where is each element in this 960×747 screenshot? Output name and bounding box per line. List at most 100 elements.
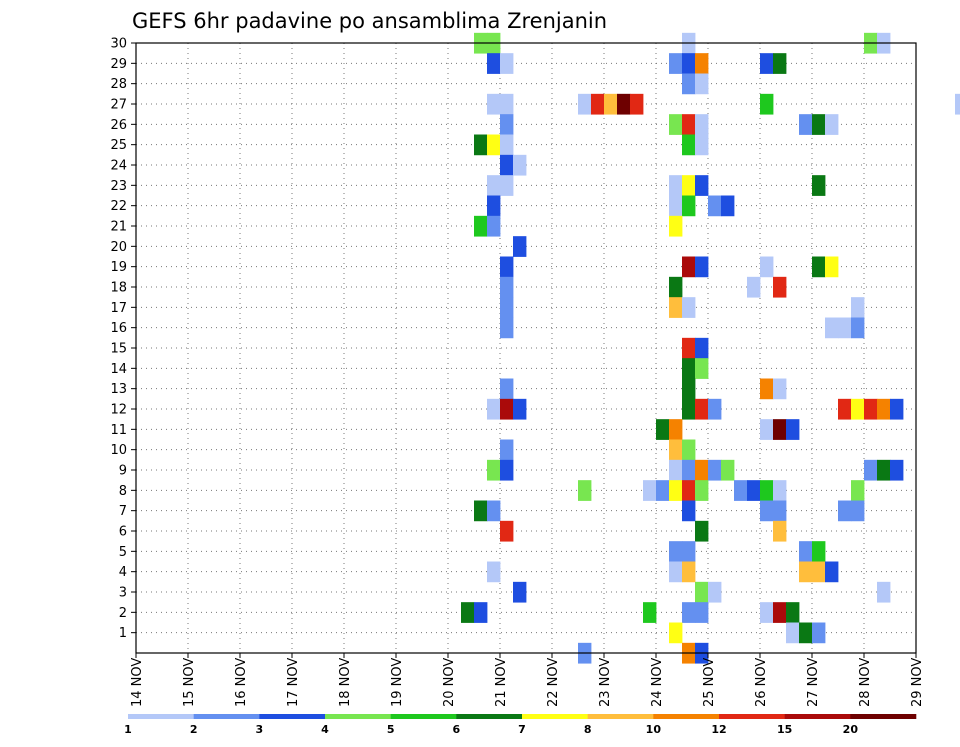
precip-cell <box>682 256 696 278</box>
precip-cell <box>877 398 891 420</box>
y-tick-label: 15 <box>110 342 127 357</box>
precip-cell <box>487 215 501 237</box>
precip-cell <box>500 378 514 400</box>
precip-cell <box>682 73 696 95</box>
precip-cell <box>682 500 696 522</box>
precip-cell <box>773 480 787 501</box>
y-tick-label: 28 <box>110 77 127 92</box>
precip-cell <box>695 53 709 74</box>
precip-cell <box>682 358 696 379</box>
precip-cell <box>695 114 709 135</box>
legend-swatch <box>653 714 720 719</box>
precip-cell <box>851 500 865 522</box>
precip-cell <box>643 480 657 501</box>
precip-cell <box>500 175 514 196</box>
y-tick-label: 23 <box>110 179 127 194</box>
precip-cell <box>682 439 696 461</box>
precip-cell <box>682 297 696 318</box>
precip-cell <box>669 439 683 461</box>
precip-cell <box>825 561 839 583</box>
precip-cell <box>669 195 683 217</box>
precip-cell <box>864 459 878 481</box>
precip-cell <box>838 317 852 339</box>
precip-cell <box>487 561 501 583</box>
legend-label: 8 <box>584 723 592 736</box>
legend-swatch <box>719 714 785 719</box>
precip-cell <box>799 114 813 135</box>
heatmap-cells <box>461 32 960 664</box>
precip-cell <box>461 602 475 623</box>
precip-cell <box>682 480 696 501</box>
legend-swatch <box>850 714 917 719</box>
legend-swatch <box>456 714 523 719</box>
precip-cell <box>487 134 501 156</box>
y-tick-label: 12 <box>110 403 127 418</box>
precip-cell <box>695 175 709 196</box>
x-tick-label: 14 NOV <box>130 658 145 707</box>
legend-label: 1 <box>124 723 132 736</box>
legend-label: 7 <box>518 723 526 736</box>
y-tick-label: 10 <box>110 443 127 458</box>
precip-cell <box>760 378 774 400</box>
x-tick-label: 24 NOV <box>650 658 665 707</box>
legend-label: 20 <box>843 723 859 736</box>
precip-cell <box>851 480 865 501</box>
legend-swatch <box>522 714 588 719</box>
y-tick-label: 27 <box>110 98 127 113</box>
precip-cell <box>682 114 696 135</box>
y-tick-label: 7 <box>119 504 127 519</box>
precip-cell <box>500 276 514 298</box>
y-tick-label: 3 <box>119 586 127 601</box>
y-tick-label: 13 <box>110 382 127 397</box>
precip-cell <box>786 602 800 623</box>
y-tick-label: 25 <box>110 138 127 153</box>
precip-cell <box>734 480 748 501</box>
precip-cell <box>838 500 852 522</box>
precip-cell <box>747 276 761 298</box>
precip-cell <box>669 53 683 74</box>
precip-cell <box>630 93 644 115</box>
precip-cell <box>747 480 761 501</box>
precip-cell <box>513 398 527 420</box>
x-tick-label: 25 NOV <box>702 658 717 707</box>
precip-cell <box>669 114 683 135</box>
x-tick-label: 18 NOV <box>338 658 353 707</box>
precip-cell <box>487 459 501 481</box>
legend-label: 5 <box>387 723 395 736</box>
precip-cell <box>838 398 852 420</box>
y-tick-label: 21 <box>110 220 127 235</box>
precip-cell <box>825 256 839 278</box>
y-tick-label: 29 <box>110 57 127 72</box>
precip-cell <box>682 175 696 196</box>
precip-cell <box>682 134 696 156</box>
legend-swatch <box>784 714 851 719</box>
precip-cell <box>669 419 683 440</box>
y-tick-label: 6 <box>119 525 127 540</box>
precip-cell <box>669 622 683 644</box>
y-tick-label: 24 <box>110 159 127 174</box>
chart-title: GEFS 6hr padavine po ansamblima Zrenjani… <box>132 9 607 33</box>
x-tick-label: 26 NOV <box>754 658 769 707</box>
precip-cell <box>669 276 683 298</box>
precip-cell <box>773 419 787 440</box>
legend-label: 3 <box>256 723 264 736</box>
precip-cell <box>617 93 631 115</box>
precip-cell <box>812 622 826 644</box>
precip-cell <box>500 317 514 339</box>
precip-cell <box>500 134 514 156</box>
precip-cell <box>812 541 826 562</box>
precip-cell <box>760 93 774 115</box>
precip-cell <box>760 419 774 440</box>
precip-cell <box>487 93 501 115</box>
color-legend: 1 2 3 4 5 6 7 8 10 12 15 20 <box>124 714 917 736</box>
precip-cell <box>474 602 488 623</box>
precip-cell <box>578 480 592 501</box>
precip-cell <box>786 419 800 440</box>
precip-cell <box>851 297 865 318</box>
y-tick-label: 9 <box>119 464 127 479</box>
precip-cell <box>812 561 826 583</box>
precip-cell <box>695 602 709 623</box>
precip-cell <box>682 53 696 74</box>
precip-cell <box>760 602 774 623</box>
